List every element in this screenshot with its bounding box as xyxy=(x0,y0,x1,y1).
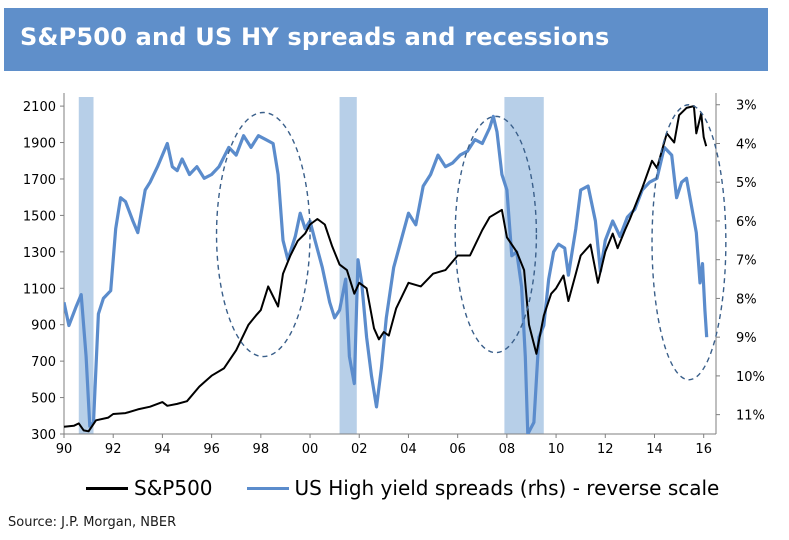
recession-band-1 xyxy=(339,97,357,434)
legend-swatch-hy xyxy=(246,486,289,490)
y-left-tick-label-7: 700 xyxy=(31,355,56,370)
series-line-hy-spreads xyxy=(64,114,709,434)
legend-label-sp500: S&P500 xyxy=(134,476,213,500)
highlight-ellipse-1 xyxy=(454,115,538,354)
x-tick-label-5: 00 xyxy=(302,442,319,457)
y-left-tick-label-8: 500 xyxy=(31,392,56,407)
y-left-tick-label-4: 1300 xyxy=(23,246,56,261)
x-tick-label-1: 92 xyxy=(105,442,122,457)
chart-title: S&P500 and US HY spreads and recessions xyxy=(20,23,610,51)
x-tick-label-10: 10 xyxy=(548,442,565,457)
x-tick-label-13: 16 xyxy=(695,442,712,457)
x-tick-label-0: 90 xyxy=(56,442,73,457)
y-right-tick-label-5: 8% xyxy=(736,292,757,307)
y-left-tick-label-6: 900 xyxy=(31,319,56,334)
y-left-tick-label-5: 1100 xyxy=(23,282,56,297)
x-tick-label-4: 98 xyxy=(253,442,270,457)
y-left-tick-label-3: 1500 xyxy=(23,209,56,224)
y-right-tick-label-4: 7% xyxy=(736,254,757,269)
x-tick-label-6: 02 xyxy=(351,442,368,457)
legend-label-hy: US High yield spreads (rhs) - reverse sc… xyxy=(294,476,720,500)
highlight-ellipse-0 xyxy=(215,111,311,358)
legend: S&P500 US High yield spreads (rhs) - rev… xyxy=(86,474,753,502)
x-tick-label-9: 08 xyxy=(499,442,516,457)
x-tick-label-7: 04 xyxy=(400,442,417,457)
x-tick-label-2: 94 xyxy=(154,442,171,457)
y-left-tick-label-9: 300 xyxy=(31,428,56,443)
y-right-tick-label-3: 6% xyxy=(736,215,757,230)
y-left-tick-label-1: 1900 xyxy=(23,137,56,152)
legend-item-sp500: S&P500 xyxy=(86,476,213,500)
y-right-tick-label-2: 5% xyxy=(736,176,757,191)
y-left-tick-label-2: 1700 xyxy=(23,173,56,188)
x-tick-label-11: 12 xyxy=(597,442,614,457)
legend-item-hy: US High yield spreads (rhs) - reverse sc… xyxy=(246,476,720,500)
highlight-ellipse-2 xyxy=(651,104,727,381)
legend-swatch-sp500 xyxy=(86,486,128,490)
y-right-tick-label-8: 11% xyxy=(736,409,765,424)
y-right-tick-label-6: 9% xyxy=(736,331,757,346)
recession-band-2 xyxy=(504,97,544,434)
y-right-tick-label-1: 4% xyxy=(736,137,757,152)
source-note: Source: J.P. Morgan, NBER xyxy=(8,515,177,530)
y-left-tick-label-0: 2100 xyxy=(23,100,56,115)
x-tick-label-3: 96 xyxy=(203,442,220,457)
series-line-sp500 xyxy=(64,105,708,433)
x-tick-label-12: 14 xyxy=(646,442,663,457)
y-right-tick-label-7: 10% xyxy=(736,370,765,385)
recession-band-0 xyxy=(78,97,94,434)
y-right-tick-label-0: 3% xyxy=(736,99,757,114)
title-bar: S&P500 and US HY spreads and recessions xyxy=(4,8,768,71)
x-tick-label-8: 06 xyxy=(449,442,466,457)
